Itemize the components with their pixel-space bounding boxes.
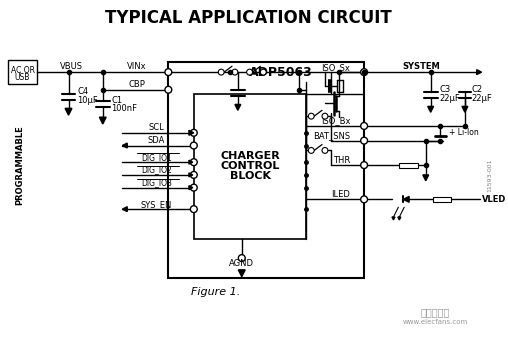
Circle shape — [361, 162, 367, 169]
Text: 11593-001: 11593-001 — [487, 158, 492, 192]
Text: 22μF: 22μF — [472, 94, 493, 103]
Polygon shape — [65, 108, 72, 115]
Text: C4: C4 — [77, 87, 88, 96]
Text: 10μF: 10μF — [77, 96, 98, 105]
Circle shape — [190, 206, 197, 212]
Text: AGND: AGND — [229, 259, 255, 269]
Circle shape — [361, 196, 367, 203]
Bar — [433, 197, 451, 202]
Bar — [168, 62, 364, 278]
Text: AC OR: AC OR — [11, 66, 35, 75]
Polygon shape — [428, 106, 434, 112]
Text: SYSTEM: SYSTEM — [402, 62, 440, 71]
Polygon shape — [122, 143, 127, 148]
Text: VBUS: VBUS — [60, 62, 83, 71]
Circle shape — [165, 86, 172, 93]
Circle shape — [165, 69, 172, 75]
Text: VINx: VINx — [127, 62, 147, 71]
Text: www.elecfans.com: www.elecfans.com — [403, 319, 468, 325]
Polygon shape — [392, 217, 395, 220]
Circle shape — [218, 69, 224, 75]
Polygon shape — [235, 104, 241, 110]
Text: 100nF: 100nF — [112, 104, 138, 113]
Polygon shape — [423, 175, 429, 181]
Polygon shape — [403, 197, 409, 202]
Circle shape — [238, 255, 245, 261]
Text: SYS_EN: SYS_EN — [141, 200, 172, 209]
Text: C3: C3 — [439, 85, 451, 94]
Circle shape — [261, 69, 266, 75]
Polygon shape — [189, 160, 193, 164]
Text: C2: C2 — [472, 85, 483, 94]
Text: PROGRAMMABLE: PROGRAMMABLE — [15, 125, 24, 205]
Text: THR: THR — [333, 156, 351, 165]
Bar — [399, 163, 418, 168]
Polygon shape — [189, 186, 193, 190]
Text: 电子发烧友: 电子发烧友 — [421, 307, 450, 317]
Polygon shape — [100, 117, 106, 124]
Polygon shape — [189, 173, 193, 177]
Circle shape — [361, 137, 367, 144]
Circle shape — [247, 69, 252, 75]
Polygon shape — [238, 270, 245, 277]
Circle shape — [322, 148, 328, 153]
Circle shape — [190, 171, 197, 178]
Text: DIG_IO3: DIG_IO3 — [141, 178, 172, 187]
Text: SCL: SCL — [149, 123, 165, 132]
Circle shape — [190, 184, 197, 191]
Bar — [194, 94, 306, 239]
Text: ADP5063: ADP5063 — [249, 66, 313, 79]
Text: ISO_Sx: ISO_Sx — [322, 63, 351, 72]
Circle shape — [190, 159, 197, 166]
Circle shape — [322, 113, 328, 119]
Text: ISO_Bx: ISO_Bx — [321, 117, 351, 125]
Polygon shape — [477, 70, 482, 74]
Text: USB: USB — [15, 73, 30, 83]
Polygon shape — [462, 106, 468, 112]
Text: C1: C1 — [112, 96, 123, 105]
Circle shape — [190, 142, 197, 149]
Text: CONTROL: CONTROL — [220, 161, 280, 171]
Circle shape — [232, 69, 238, 75]
Circle shape — [308, 148, 314, 153]
Polygon shape — [398, 217, 401, 220]
Text: SDA: SDA — [148, 136, 165, 145]
Text: TYPICAL APPLICATION CIRCUIT: TYPICAL APPLICATION CIRCUIT — [105, 9, 392, 27]
Circle shape — [308, 113, 314, 119]
Text: VLED: VLED — [482, 195, 506, 204]
Text: BAT_SNS: BAT_SNS — [313, 131, 351, 140]
Text: Figure 1.: Figure 1. — [190, 287, 240, 298]
Text: DIG_IO2: DIG_IO2 — [141, 166, 172, 174]
Circle shape — [361, 69, 367, 75]
Text: DIG_IO1: DIG_IO1 — [141, 153, 172, 162]
Polygon shape — [189, 130, 194, 135]
Text: CBP: CBP — [129, 80, 145, 89]
Text: CHARGER: CHARGER — [220, 151, 280, 161]
Text: + Li-Ion: + Li-Ion — [449, 128, 479, 137]
Circle shape — [361, 122, 367, 130]
Text: BLOCK: BLOCK — [230, 171, 271, 181]
Polygon shape — [122, 207, 127, 211]
Text: ILED: ILED — [332, 190, 351, 199]
Circle shape — [190, 130, 197, 136]
Bar — [8, 61, 37, 84]
Text: 22μF: 22μF — [439, 94, 460, 103]
